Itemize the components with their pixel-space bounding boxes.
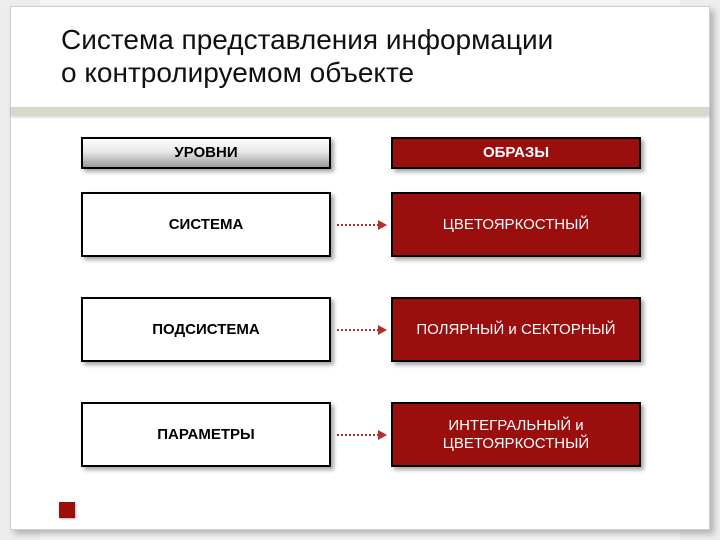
level-box-system: СИСТЕМА [81,192,331,257]
arrow-line [337,329,379,331]
accent-bar [11,107,709,115]
column-header-images-label: ОБРАЗЫ [483,144,549,162]
image-label: ЦВЕТОЯРКОСТНЫЙ [443,216,589,234]
arrow-head-icon [378,220,387,230]
image-label-line1: ИНТЕГРАЛЬНЫЙ и [448,417,583,434]
level-label: ПОДСИСТЕМА [152,321,260,339]
image-box-subsystem: ПОЛЯРНЫЙ и СЕКТОРНЫЙ [391,297,641,362]
title-line-2: о контролируемом объекте [61,57,414,88]
level-label: СИСТЕМА [169,216,244,234]
arrow-1 [337,325,387,335]
arrow-line [337,224,379,226]
image-label-line2: ЦВЕТОЯРКОСТНЫЙ [443,435,589,452]
level-box-parameters: ПАРАМЕТРЫ [81,402,331,467]
arrow-2 [337,430,387,440]
slide-stage: Система представления информации о контр… [10,6,710,530]
image-box-parameters: ИНТЕГРАЛЬНЫЙ и ЦВЕТОЯРКОСТНЫЙ [391,402,641,467]
page-title: Система представления информации о контр… [61,23,553,89]
arrow-head-icon [378,325,387,335]
column-header-levels: УРОВНИ [81,137,331,169]
column-header-levels-label: УРОВНИ [174,144,237,162]
image-label: ПОЛЯРНЫЙ и СЕКТОРНЫЙ [416,321,615,339]
level-box-subsystem: ПОДСИСТЕМА [81,297,331,362]
arrow-0 [337,220,387,230]
column-header-images: ОБРАЗЫ [391,137,641,169]
title-line-1: Система представления информации [61,24,553,55]
arrow-line [337,434,379,436]
accent-square-icon [59,502,75,518]
level-label: ПАРАМЕТРЫ [157,426,255,444]
arrow-head-icon [378,430,387,440]
image-box-system: ЦВЕТОЯРКОСТНЫЙ [391,192,641,257]
